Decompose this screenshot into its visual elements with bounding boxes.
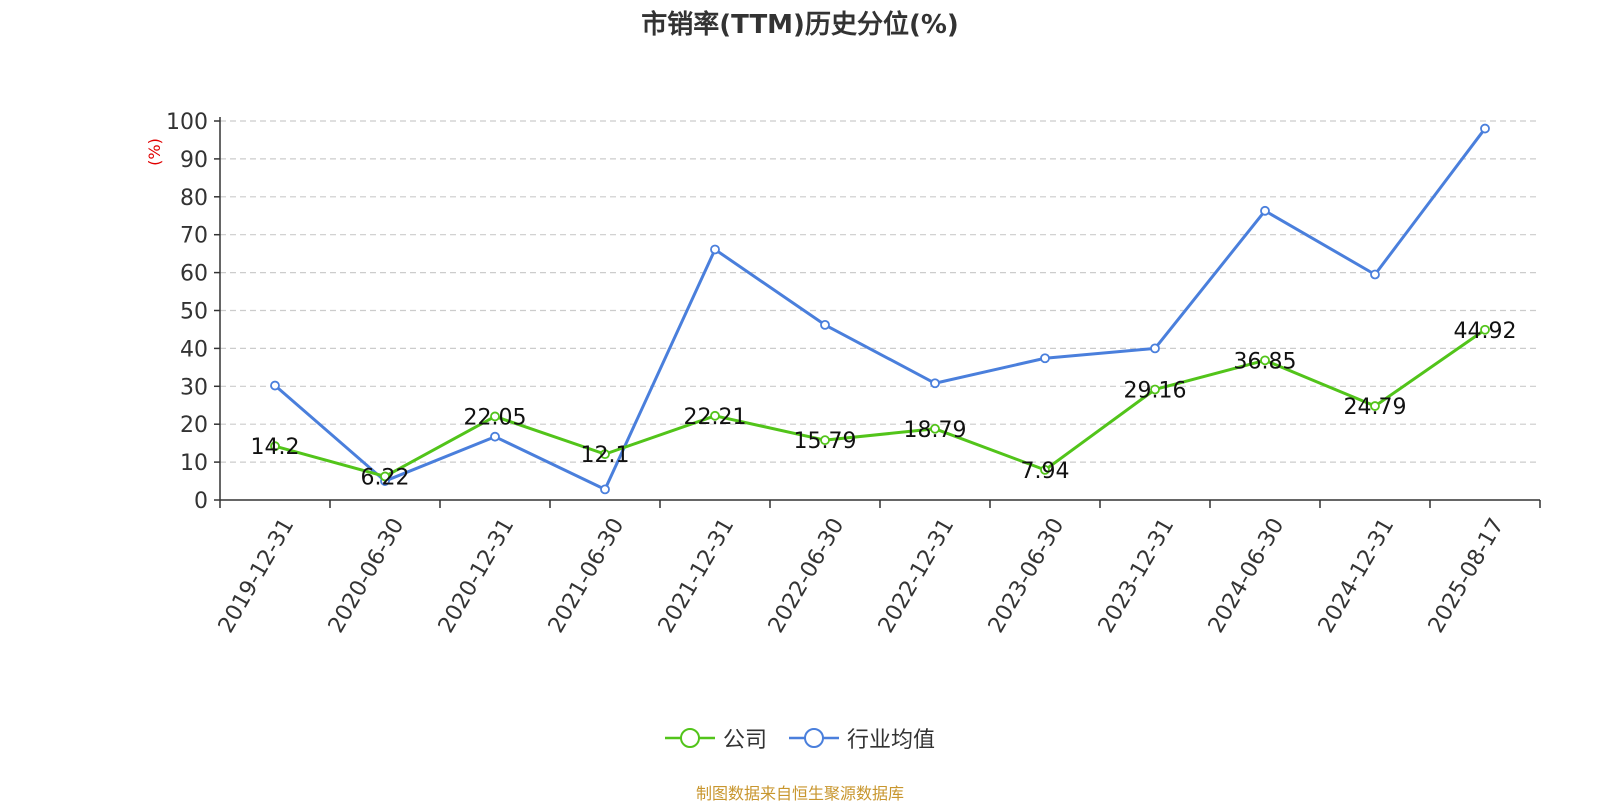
series-lines	[270, 123, 1490, 495]
data-label: 18.79	[904, 418, 967, 443]
legend: 公司 行业均值	[0, 722, 1600, 754]
data-point	[1480, 324, 1490, 335]
data-point	[270, 441, 280, 452]
data-point	[820, 435, 830, 446]
data-label: 22.21	[684, 405, 747, 430]
y-tick-label: 0	[194, 489, 208, 514]
data-label: 14.2	[251, 435, 300, 460]
data-label: 6.22	[361, 465, 410, 490]
x-tick-label: 2022-12-31	[874, 514, 960, 637]
x-tick-label: 2023-06-30	[984, 514, 1070, 637]
data-point	[1370, 269, 1380, 280]
data-point	[1040, 465, 1050, 475]
data-point	[930, 378, 940, 389]
legend-label: 公司	[722, 728, 767, 753]
x-tick-label: 2019-12-31	[214, 514, 300, 637]
data-label: 29.16	[1124, 378, 1187, 403]
data-label: 12.1	[581, 443, 630, 468]
data-label: 36.85	[1234, 349, 1297, 374]
data-point	[380, 471, 390, 482]
gridlines	[220, 120, 1540, 463]
x-tick-label: 2022-06-30	[764, 514, 850, 637]
y-tick-label: 40	[180, 337, 208, 362]
data-label: 15.79	[794, 429, 857, 454]
data-point	[930, 423, 940, 434]
y-tick-label: 100	[166, 110, 208, 135]
x-tick-label: 2023-12-31	[1094, 514, 1180, 637]
data-point	[1480, 123, 1490, 134]
legend-marker-icon	[789, 728, 839, 748]
data-point	[710, 244, 720, 255]
y-tick-label: 10	[180, 451, 208, 476]
series-line	[274, 328, 1486, 478]
data-point	[1040, 353, 1050, 364]
data-label: 44.92	[1454, 319, 1517, 344]
x-tick-label: 2024-12-31	[1314, 514, 1400, 637]
data-point	[1370, 401, 1380, 411]
data-point	[490, 431, 500, 442]
x-tick-label: 2024-06-30	[1204, 514, 1290, 637]
data-point	[820, 320, 830, 330]
data-label: 24.79	[1344, 395, 1407, 420]
data-point	[1260, 355, 1270, 366]
legend-item[interactable]: 公司	[664, 722, 767, 754]
y-tick-label: 30	[180, 375, 208, 400]
data-labels: 14.2 6.22 22.05 12.1 22.21 15.79 18.79 7.94 29.1…	[251, 319, 1517, 491]
legend-marker-icon	[664, 728, 715, 748]
y-tick-label: 80	[180, 186, 208, 211]
legend-label: 行业均值	[847, 728, 936, 753]
source-note: 制图数据来自恒生聚源数据库	[695, 784, 904, 803]
axes: 0 10 20 30 40 50 60 70 80 90 100 2019-12-31 2020-06-…	[166, 110, 1541, 637]
x-tick-label: 2021-06-30	[544, 514, 630, 637]
data-point	[270, 380, 280, 391]
y-tick-label: 90	[180, 148, 208, 173]
y-tick-label: 60	[180, 262, 208, 287]
x-tick-label: 2025-08-17	[1424, 514, 1510, 637]
y-tick-label: 70	[180, 224, 208, 249]
data-point	[600, 449, 610, 460]
x-tick-label: 2020-12-31	[434, 514, 520, 637]
data-point	[1260, 205, 1270, 216]
data-label: 7.94	[1021, 459, 1070, 484]
x-tick-label: 2020-06-30	[324, 514, 410, 637]
data-point	[600, 484, 610, 495]
chart-title: 市销率(TTM)历史分位(%)	[641, 10, 959, 40]
y-axis-label: (%)	[145, 138, 164, 166]
data-point	[1150, 384, 1160, 395]
legend-item[interactable]: 行业均值	[789, 722, 935, 754]
y-tick-label: 20	[180, 413, 208, 438]
data-label: 22.05	[464, 405, 527, 430]
series-line	[274, 127, 1487, 491]
data-point	[1150, 343, 1160, 354]
data-point	[490, 411, 500, 422]
data-point	[710, 410, 720, 421]
x-tick-label: 2021-12-31	[654, 514, 740, 637]
y-tick-label: 50	[180, 300, 208, 325]
